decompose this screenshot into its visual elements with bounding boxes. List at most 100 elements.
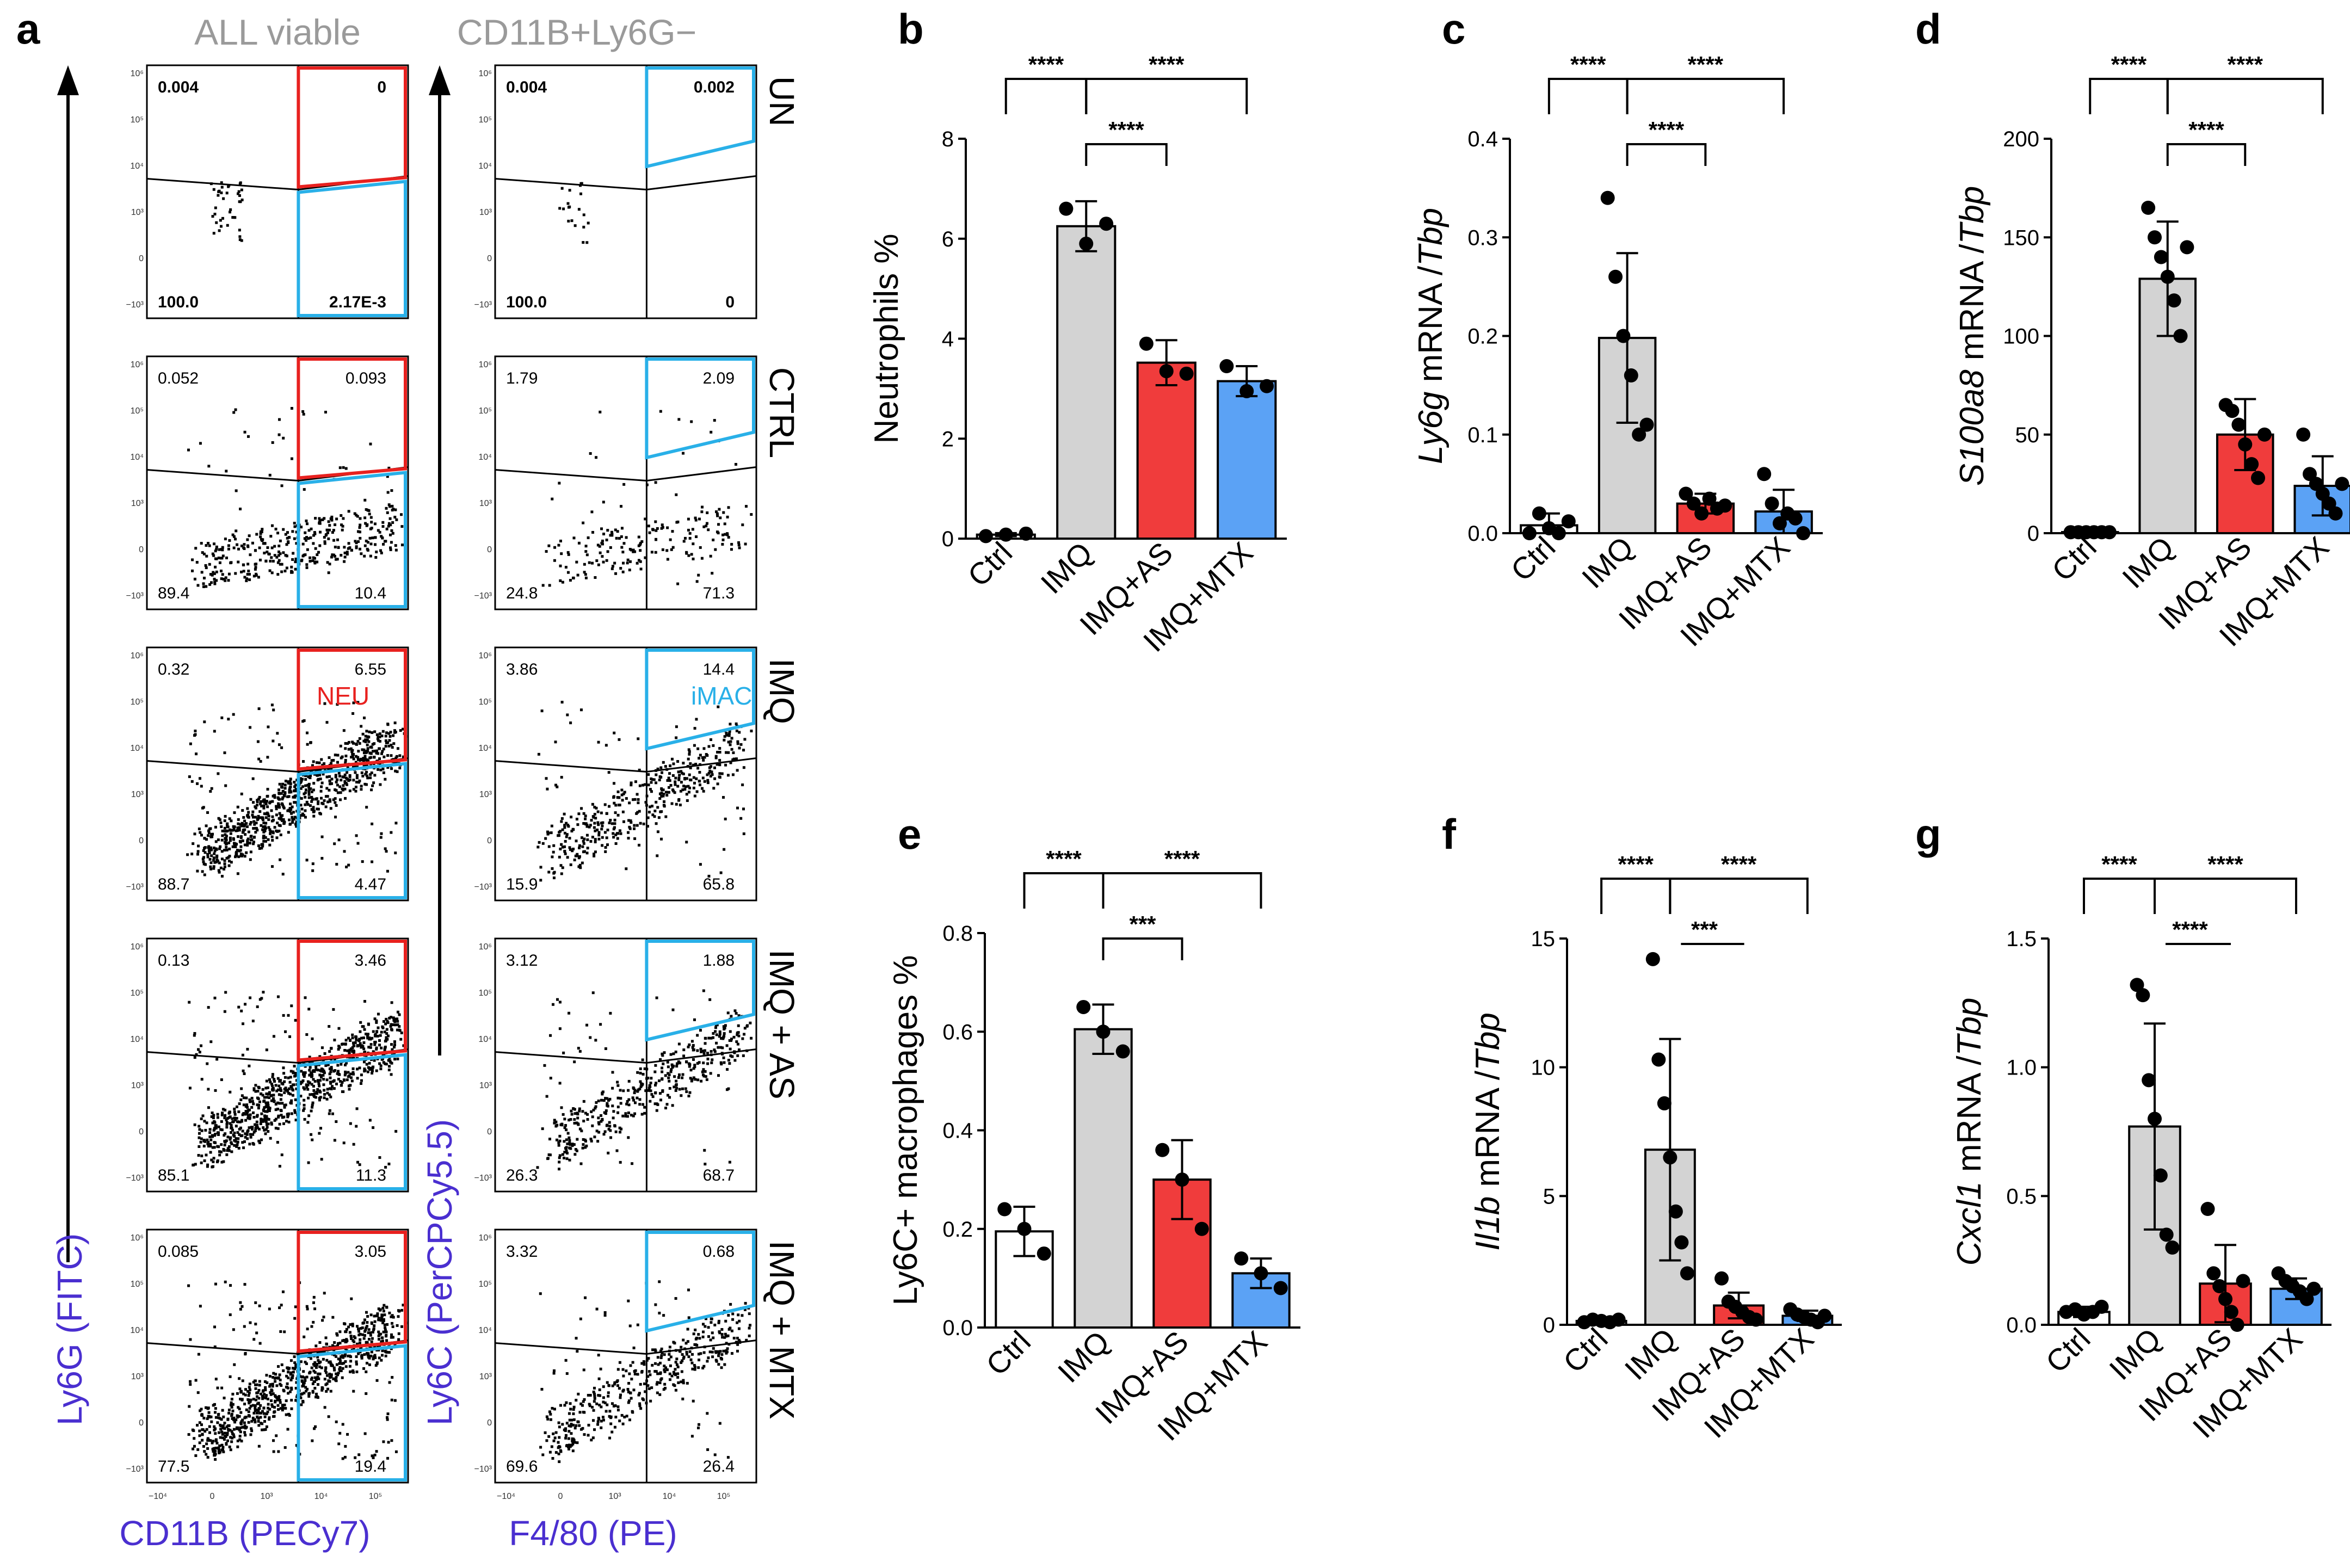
flow-event xyxy=(675,1363,679,1366)
flow-event xyxy=(198,1145,201,1148)
flow-event xyxy=(245,1416,248,1419)
flow-event xyxy=(600,822,603,825)
flow-event xyxy=(693,1368,696,1371)
flow-event xyxy=(738,1341,742,1344)
flow-event xyxy=(690,553,693,556)
quadrant-pct-tl: 0.13 xyxy=(158,952,189,970)
flow-event xyxy=(251,1404,255,1407)
flow-event xyxy=(675,1087,679,1090)
flow-event xyxy=(366,776,369,780)
flow-event xyxy=(198,1132,201,1135)
flow-event xyxy=(208,1425,211,1428)
flow-event xyxy=(374,1364,378,1367)
flow-event xyxy=(393,1044,396,1047)
flow-event xyxy=(220,1113,224,1116)
flow-event xyxy=(257,1402,260,1405)
flow-event xyxy=(343,560,346,563)
flow-event xyxy=(314,1096,317,1099)
flow-event xyxy=(355,1125,358,1128)
flow-event xyxy=(220,1418,223,1421)
y-axis-label-text: Neutrophils % xyxy=(868,234,905,444)
flow-event xyxy=(367,1331,370,1335)
flow-event xyxy=(380,734,384,738)
flow-event xyxy=(350,1079,354,1083)
flow-event xyxy=(731,1055,734,1058)
flow-event xyxy=(582,521,585,524)
flow-event xyxy=(335,862,338,866)
flow-event xyxy=(303,1088,306,1091)
flow-event xyxy=(597,1417,600,1420)
flow-event xyxy=(243,1403,246,1406)
flow-event xyxy=(278,1373,281,1376)
flow-event xyxy=(382,1020,385,1023)
flow-event xyxy=(592,1409,595,1412)
flow-event xyxy=(281,1409,284,1412)
neu-gate-label: NEU xyxy=(317,682,369,710)
flow-event xyxy=(602,1396,605,1399)
flow-event xyxy=(661,523,664,527)
flow-event xyxy=(706,779,710,782)
flow-event xyxy=(330,555,334,559)
flow-event xyxy=(601,1119,604,1122)
flow-event xyxy=(334,545,337,548)
flow-event xyxy=(277,1114,280,1118)
flow-event xyxy=(317,1080,320,1083)
flow-event xyxy=(386,1456,390,1460)
flow-event xyxy=(321,518,324,521)
flow-event xyxy=(312,1301,315,1304)
flow-event xyxy=(200,1137,203,1140)
flow-event xyxy=(577,1421,580,1424)
flow-event xyxy=(689,778,692,781)
flow-event xyxy=(612,836,615,839)
flow-event xyxy=(656,1391,659,1394)
cd11b-gate xyxy=(297,762,407,899)
flow-event xyxy=(601,555,604,558)
flow-event xyxy=(711,773,714,776)
flow-event xyxy=(358,779,361,782)
flow-event xyxy=(677,1076,680,1079)
flow-event xyxy=(718,1422,721,1425)
flow-event xyxy=(310,1073,313,1077)
flow-event xyxy=(641,1083,644,1086)
flow-event xyxy=(650,777,653,781)
flow-event xyxy=(236,826,239,830)
flow-event xyxy=(394,769,397,773)
flow-event xyxy=(385,1032,388,1035)
flow-event xyxy=(345,1328,348,1331)
flow-event xyxy=(545,777,548,780)
panel-a-label: a xyxy=(16,5,40,53)
flow-event xyxy=(697,1423,700,1426)
flow-event xyxy=(288,818,291,822)
flow-event xyxy=(342,1361,346,1365)
flow-event xyxy=(638,1098,642,1101)
flow-event xyxy=(233,1421,237,1424)
flow-event xyxy=(585,1144,588,1147)
flow-event xyxy=(309,556,312,559)
flow-event xyxy=(697,1333,700,1336)
flow-event xyxy=(609,1136,613,1139)
flow-event xyxy=(343,787,347,791)
flow-event xyxy=(203,720,206,724)
flow-event xyxy=(370,788,373,792)
flow-event xyxy=(388,1311,391,1314)
flow-event xyxy=(538,841,541,844)
quadrant-pct-tr: 3.46 xyxy=(355,952,386,970)
flow-event xyxy=(628,569,631,572)
flow-event xyxy=(325,1371,328,1374)
flow-event xyxy=(270,819,274,823)
flow-event xyxy=(666,779,669,782)
flow-event xyxy=(261,844,264,848)
flow-event xyxy=(208,857,212,861)
flow-event xyxy=(202,576,206,579)
flow-event xyxy=(200,541,203,545)
flow-event xyxy=(324,795,328,798)
flow-event xyxy=(724,763,727,767)
flow-ytick: 10⁶ xyxy=(479,69,492,78)
flow-event xyxy=(637,737,640,740)
flow-event xyxy=(681,1076,684,1079)
flow-event xyxy=(613,731,616,734)
flow-event xyxy=(609,1011,612,1015)
flow-event xyxy=(310,808,313,811)
flow-event xyxy=(633,550,637,553)
